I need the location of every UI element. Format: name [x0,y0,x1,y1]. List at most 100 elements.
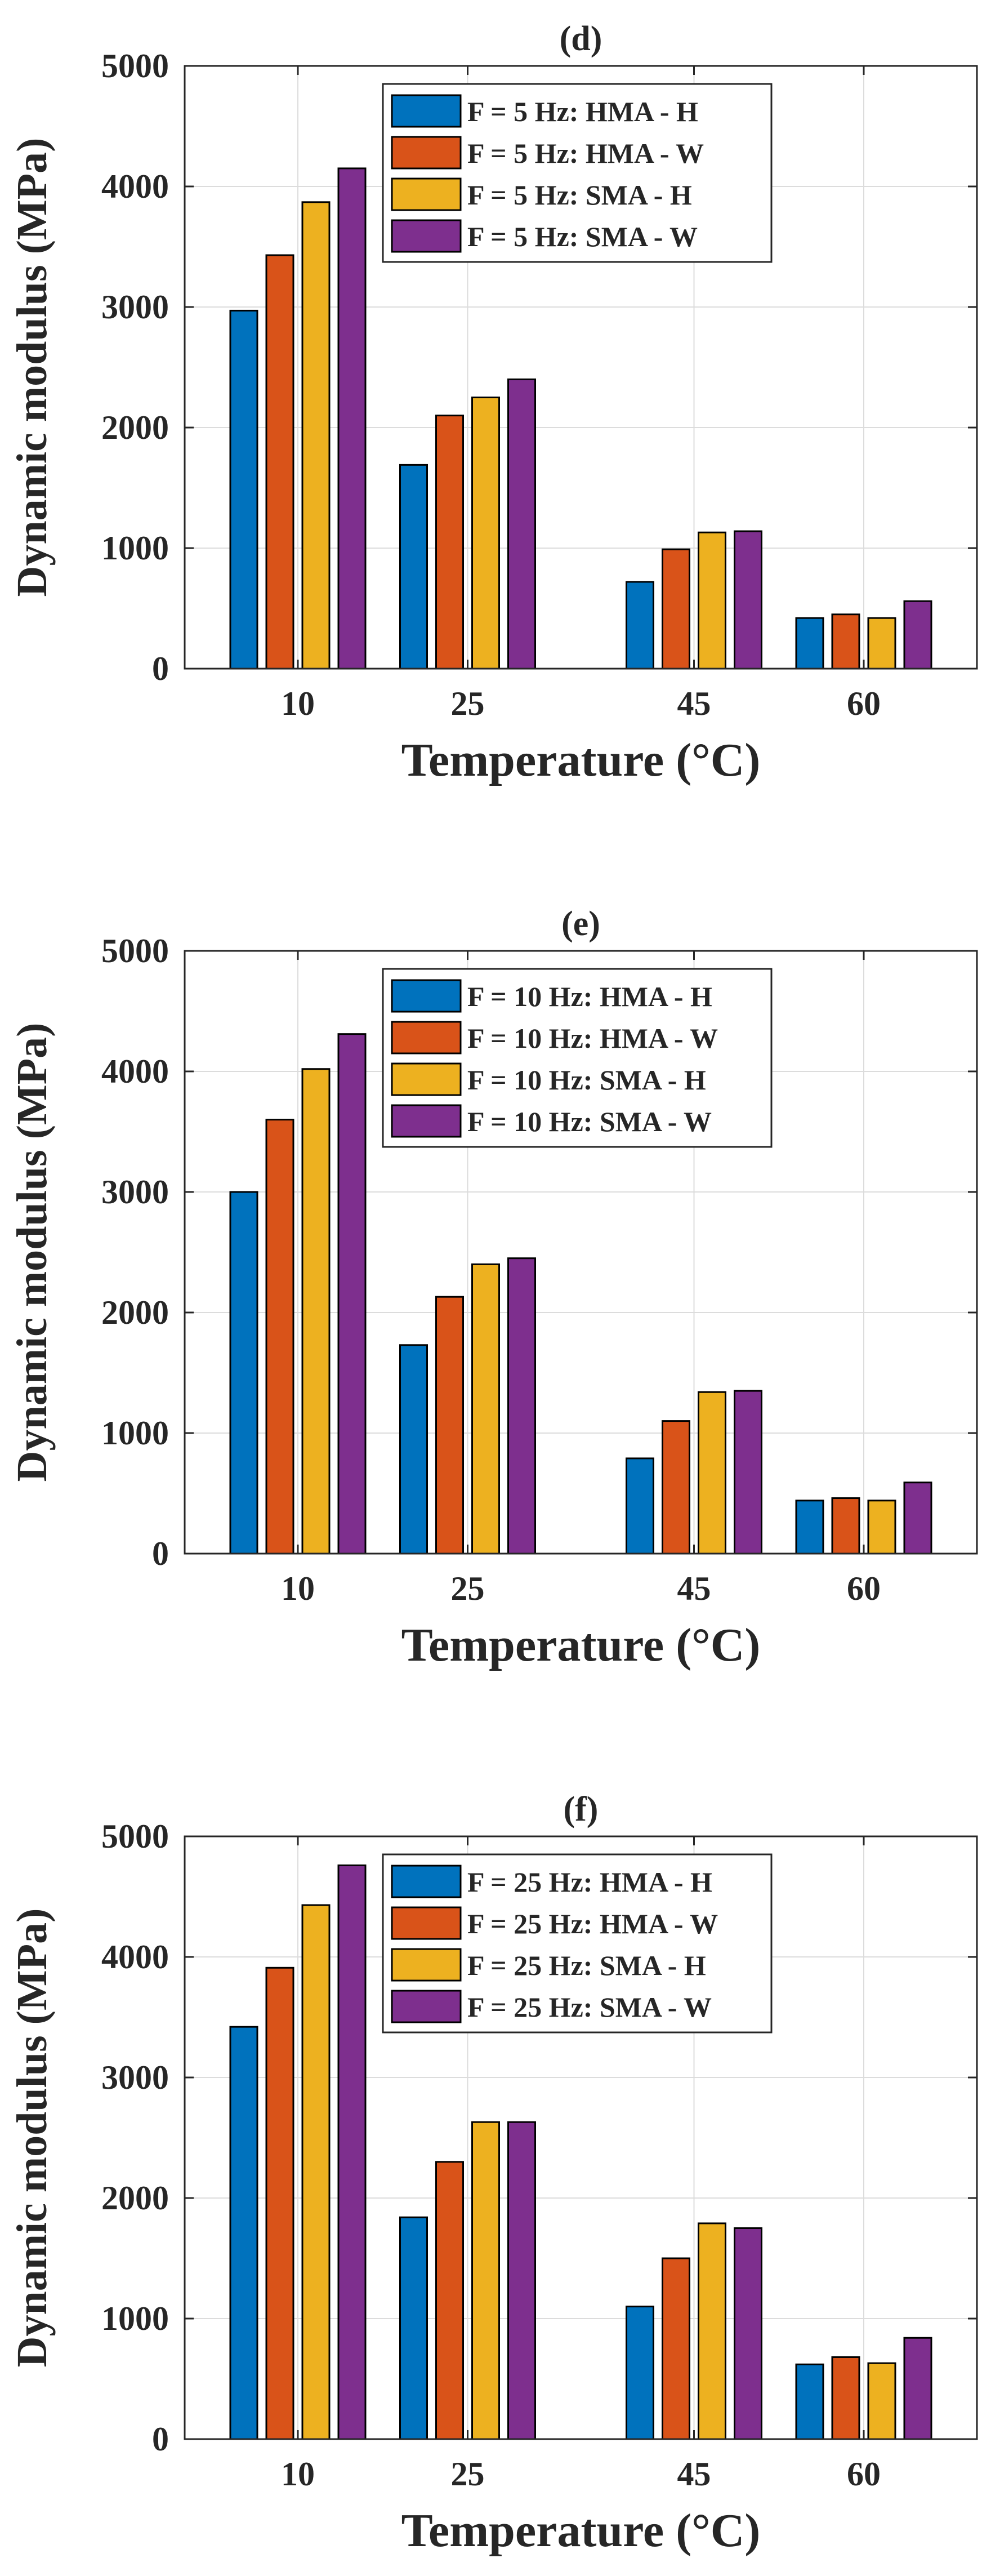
legend-swatch [391,1865,462,1898]
y-tick-label: 5000 [101,932,169,969]
legend-swatch [391,979,462,1013]
legend-label: F = 10 Hz: HMA - W [467,1022,718,1054]
bar [399,464,428,670]
x-tick-label: 10 [281,685,315,722]
bar [337,1864,367,2440]
y-axis-label: Dynamic modulus (MPa) [8,1908,56,2368]
x-tick-label: 60 [847,2455,881,2493]
bar [831,1497,860,1555]
x-tick-label: 10 [281,1570,315,1607]
bar [265,1119,294,1555]
legend-swatch [391,177,462,211]
y-tick-label: 4000 [101,1938,169,1976]
legend-swatch [391,1948,462,1982]
bar [867,617,896,670]
bar [435,415,464,670]
legend-swatch [391,1104,462,1138]
bar [734,530,762,670]
chart-title: (e) [561,905,600,943]
y-tick-label: 2000 [101,2179,169,2217]
bar [471,1263,500,1555]
legend-label: F = 5 Hz: SMA - H [467,179,692,211]
bar [626,1457,654,1555]
bar [507,1257,536,1555]
y-tick-label: 0 [152,650,169,687]
chart-panel-2: (f) 0 1000 2000 3000 4000 5000 10 25 45 60 Temperat… [8,1790,978,2557]
bar [229,1191,258,1555]
legend-swatch [391,1990,462,2023]
axes-box [184,65,978,670]
bar [229,2026,258,2440]
bar [662,2257,690,2440]
bar [435,1296,464,1555]
bar [795,2363,824,2440]
legend-swatch [391,1021,462,1055]
bar [795,1500,824,1555]
y-tick-label: 3000 [101,2059,169,2096]
legend: F = 25 Hz: HMA - H F = 25 Hz: HMA - W F = … [382,1853,773,2034]
bar [867,1500,896,1555]
x-tick-label: 25 [451,1570,485,1607]
y-tick-label: 1000 [101,1414,169,1452]
x-axis-label: Temperature (°C) [401,1619,761,1671]
bar [265,254,294,670]
chart-panel-1: (e) 0 1000 2000 3000 4000 5000 10 25 45 60 Temperat… [8,905,978,1671]
bar [662,1420,690,1555]
legend-label: F = 10 Hz: SMA - W [467,1106,712,1137]
bar [301,1904,331,2440]
legend-label: F = 25 Hz: SMA - W [467,1991,712,2023]
bar [471,2121,500,2440]
bar [626,581,654,670]
legend-swatch [391,1062,462,1096]
y-tick-label: 0 [152,2421,169,2458]
y-tick-label: 5000 [101,1818,169,1855]
y-tick-label: 4000 [101,168,169,205]
axes-box [184,1835,978,2440]
legend-label: F = 5 Hz: SMA - W [467,221,698,252]
y-tick-label: 3000 [101,288,169,326]
legend: F = 10 Hz: HMA - H F = 10 Hz: HMA - W F = … [382,968,773,1148]
bar [795,617,824,670]
y-axis-label: Dynamic modulus (MPa) [8,138,56,597]
chart-title: (f) [564,1790,599,1828]
y-tick-label: 1000 [101,2300,169,2337]
legend-swatch [391,1906,462,1940]
legend-label: F = 25 Hz: HMA - H [467,1866,712,1898]
legend-label: F = 25 Hz: HMA - W [467,1908,718,1939]
legend-swatch [391,136,462,170]
bar [734,1390,762,1555]
y-tick-label: 2000 [101,1294,169,1331]
bar [337,167,367,670]
bar [507,2121,536,2440]
bar [265,1967,294,2440]
bar [831,613,860,670]
y-tick-label: 1000 [101,530,169,567]
x-tick-label: 25 [451,685,485,722]
x-tick-label: 45 [677,685,711,722]
bar [903,1481,932,1555]
axes-box [184,950,978,1555]
y-tick-label: 5000 [101,47,169,84]
bar [507,378,536,670]
y-tick-label: 4000 [101,1053,169,1090]
bar [399,2216,428,2440]
chart-panel-0: (d) 0 1000 2000 3000 4000 5000 10 25 45 60 Temperat… [8,20,978,786]
bar [867,2362,896,2440]
bar [229,309,258,670]
x-tick-label: 45 [677,2455,711,2493]
bar [903,600,932,670]
y-tick-label: 3000 [101,1173,169,1211]
y-tick-label: 0 [152,1535,169,1572]
bar [734,2227,762,2440]
bar [698,531,726,670]
x-axis-label: Temperature (°C) [401,734,761,786]
bar [301,201,331,670]
legend-swatch [391,219,462,253]
bar [698,1391,726,1555]
x-axis-label: Temperature (°C) [401,2504,761,2557]
legend: F = 5 Hz: HMA - H F = 5 Hz: HMA - W F = 5 … [382,83,773,263]
legend-swatch [391,94,462,128]
x-tick-label: 60 [847,1570,881,1607]
bar [698,2222,726,2440]
